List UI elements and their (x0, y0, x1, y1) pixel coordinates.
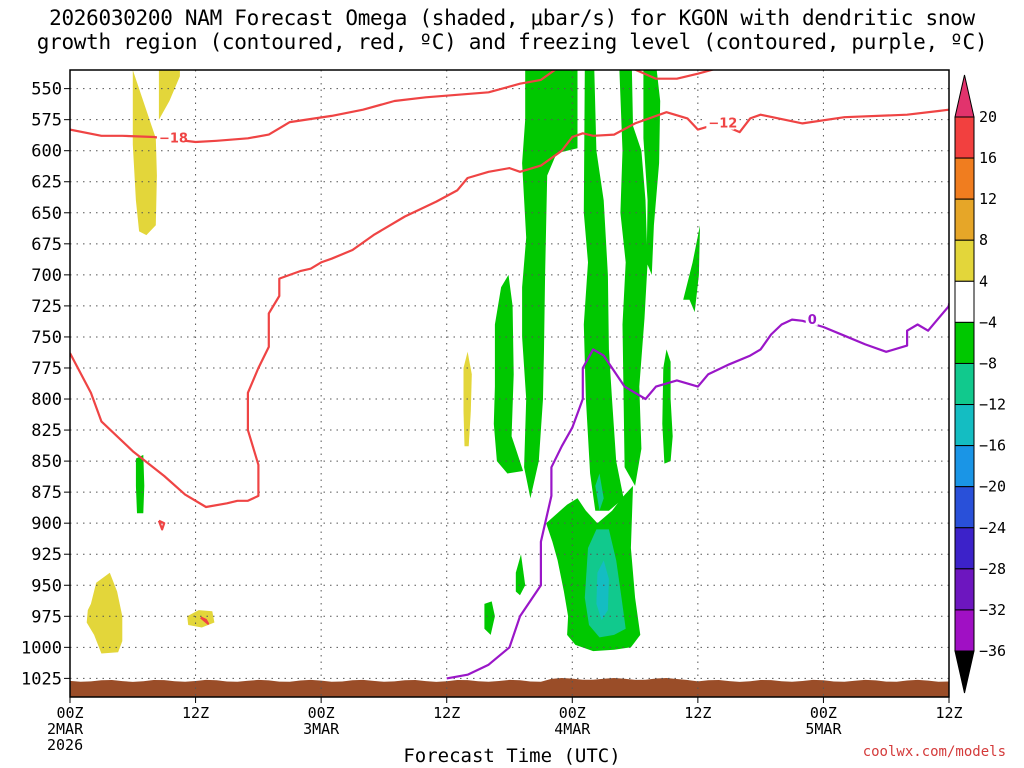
y-tick-label: 750 (31, 328, 62, 348)
colorbar: 20 16 12 8 4 −4 −8 −12 −16 −20 −24 −28 −32 −36 (954, 74, 1006, 694)
x-tick-label: 2026 (47, 736, 83, 754)
x-tick-label: 5MAR (805, 720, 842, 738)
colorbar-segment (954, 198, 975, 241)
x-tick-label: 12Z (935, 704, 962, 722)
colorbar-segment (954, 280, 975, 323)
colorbar-label: −8 (979, 354, 997, 372)
contour-labels: −18 −12 0 (156, 115, 818, 328)
contour-line (446, 303, 949, 680)
colorbar-bottom-arrow (954, 650, 975, 694)
colorbar-label: −12 (979, 396, 1006, 414)
colorbar-label: 4 (979, 272, 988, 290)
contour-label: 0 (808, 313, 817, 328)
colorbar-label: 20 (979, 108, 997, 126)
colorbar-label: 12 (979, 190, 997, 208)
omega-region (493, 274, 524, 474)
credit-text: coolwx.com/models (862, 744, 1006, 760)
colorbar-segment (954, 404, 975, 447)
colorbar-label: −4 (979, 313, 997, 331)
y-tick-label: 625 (31, 173, 62, 193)
y-tick-label: 575 (31, 111, 62, 131)
omega-region (643, 70, 661, 275)
colorbar-segment (954, 486, 975, 529)
colorbar-segment (954, 157, 975, 200)
x-tick-label: 2MAR (47, 720, 84, 738)
y-tick-label: 800 (31, 390, 62, 410)
chart-title: 2026030200 NAM Forecast Omega (shaded, μ… (0, 6, 1024, 54)
colorbar-segment (954, 527, 975, 570)
x-tick-label: 00Z (559, 704, 586, 722)
x-tick-label: 00Z (56, 704, 83, 722)
colorbar-segment (954, 239, 975, 282)
omega-region (135, 454, 145, 514)
omega-region (522, 70, 578, 499)
x-axis-label: Forecast Time (UTC) (403, 745, 621, 767)
colorbar-label: −16 (979, 437, 1006, 455)
y-tick-label: 675 (31, 235, 62, 255)
y-tick-label: 900 (31, 514, 62, 534)
omega-region (683, 225, 700, 313)
y-tick-label: 775 (31, 359, 62, 379)
x-tick-label: 00Z (810, 704, 837, 722)
x-tick-label: 3MAR (303, 720, 340, 738)
colorbar-label: 8 (979, 231, 988, 249)
y-axis-ticks: 550 575 600 625 650 675 700 725 750 775 800 825 850 8… (21, 80, 70, 689)
contour-line (70, 70, 716, 144)
terrain-surface (70, 678, 949, 697)
colorbar-label: −28 (979, 560, 1006, 578)
plot-frame (69, 69, 950, 698)
colorbar-label: −36 (979, 642, 1006, 660)
y-tick-label: 825 (31, 421, 62, 441)
colorbar-top-arrow (954, 74, 975, 118)
y-tick-label: 950 (31, 576, 62, 596)
y-tick-label: 600 (31, 142, 62, 162)
colorbar-segment (954, 362, 975, 406)
y-tick-label: 725 (31, 297, 62, 317)
contour-line (200, 616, 210, 625)
y-tick-label: 975 (31, 607, 62, 627)
y-tick-label: 925 (31, 545, 62, 565)
omega-region (86, 572, 123, 654)
contour-label-bg (156, 130, 185, 145)
colorbar-label: −32 (979, 601, 1006, 619)
omega-region (596, 560, 609, 620)
colorbar-segment (954, 445, 975, 488)
colorbar-segment (954, 568, 975, 611)
omega-region (619, 70, 648, 486)
contour-label-bg (706, 115, 735, 130)
x-tick-label: 12Z (182, 704, 209, 722)
y-tick-label: 850 (31, 452, 62, 472)
colorbar-label: 16 (979, 149, 997, 167)
omega-region (662, 349, 673, 464)
y-tick-label: 650 (31, 204, 62, 224)
contour-line (157, 519, 166, 531)
omega-region (583, 70, 624, 511)
x-tick-label: 12Z (684, 704, 711, 722)
colorbar-label: −20 (979, 478, 1006, 496)
contour-label-bg (805, 311, 818, 326)
omega-region (484, 601, 495, 635)
colorbar-segment (954, 321, 975, 364)
y-tick-label: 550 (31, 80, 62, 100)
colorbar-segment (954, 609, 975, 652)
chart-title-line1: 2026030200 NAM Forecast Omega (shaded, μ… (49, 6, 975, 30)
colorbar-label: −24 (979, 519, 1006, 537)
omega-shading (70, 70, 949, 697)
x-tick-label: 4MAR (554, 720, 591, 738)
omega-region (595, 473, 604, 511)
y-tick-label: 700 (31, 266, 62, 286)
omega-region (515, 554, 526, 596)
contour-label: −12 (708, 117, 737, 132)
y-tick-label: 875 (31, 483, 62, 503)
contour-label: −18 (159, 132, 188, 147)
colorbar-segment (954, 116, 975, 159)
x-tick-label: 00Z (308, 704, 335, 722)
y-tick-label: 1000 (21, 638, 62, 658)
x-tick-label: 12Z (433, 704, 460, 722)
omega-region (132, 70, 180, 236)
y-tick-label: 1025 (21, 669, 62, 689)
chart-title-line2: growth region (contoured, red, ºC) and f… (36, 30, 988, 54)
